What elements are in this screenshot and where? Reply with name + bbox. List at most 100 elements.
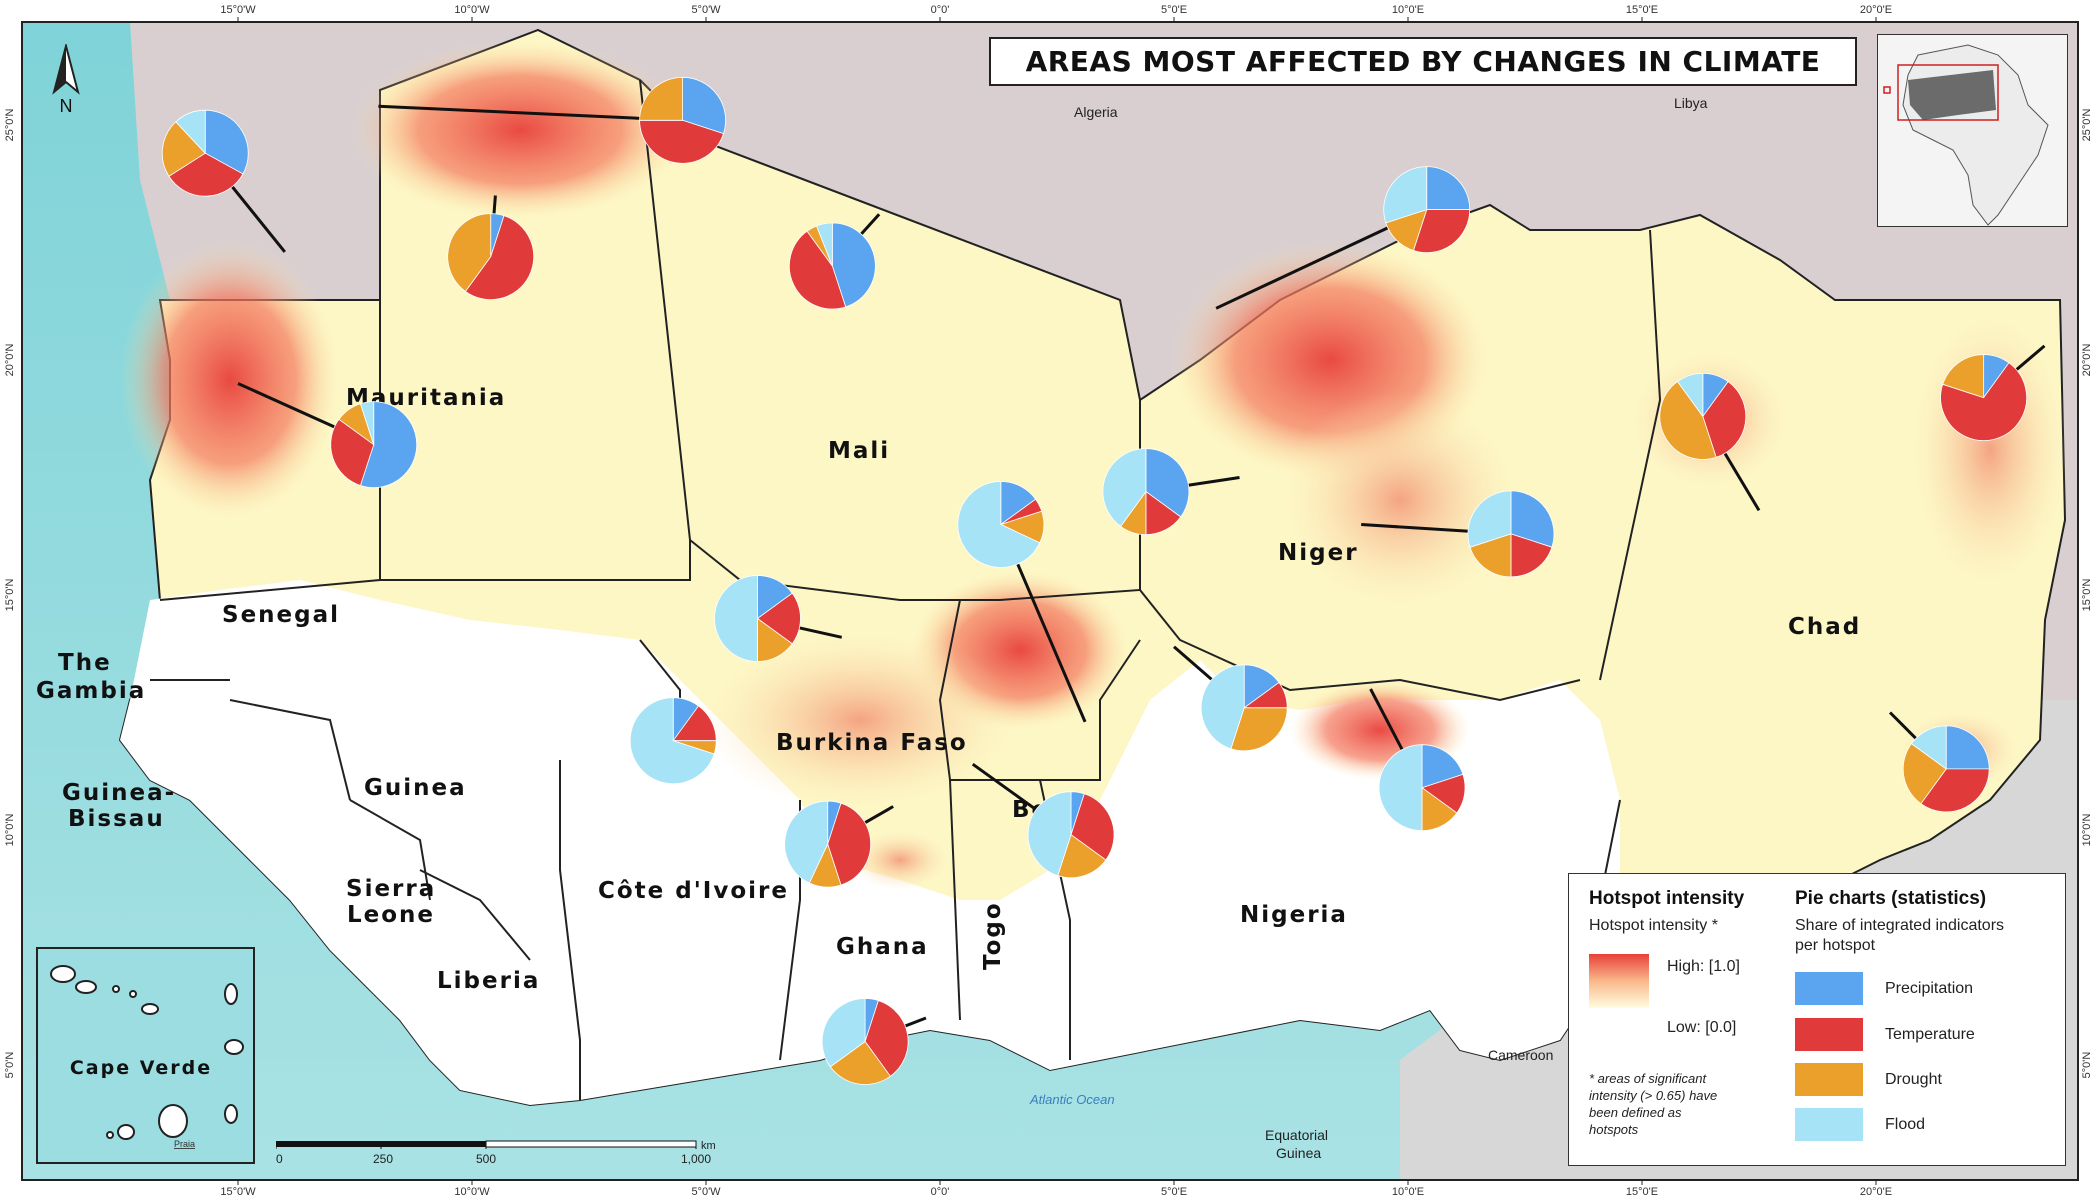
legend-panel: Hotspot intensity Hotspot intensity * Hi… [1568,873,2066,1166]
label-gambia-1: The [58,650,112,676]
cape-verde-marker [1883,86,1891,94]
label-equatorial-guinea-2: Guinea [1276,1145,1321,1161]
legend-swatch-drought [1795,1063,1863,1096]
lon-label-bottom: 10°0'E [1392,1186,1424,1198]
hotspot-pie [1902,725,1990,813]
legend-intensity-ramp [1589,954,1649,1008]
lat-label-left: 20°0'N [4,344,16,377]
pie-slice-flood [1467,490,1512,548]
pie-slice-temperature [464,215,535,300]
pie-slice-flood [1910,725,1947,770]
pie-slice-flood [957,481,1041,568]
pie-slice-drought [1469,533,1512,578]
pie-slice-precipitation [1510,490,1555,548]
lat-label-right: 10°0'N [2081,814,2093,847]
hotspot-pie [161,109,249,197]
pie-slice-drought [447,213,492,292]
hotspot-pie [330,401,418,488]
legend-swatch-precipitation [1795,972,1863,1005]
hotspot-pie [1467,490,1555,578]
pie-slice-temperature [1412,209,1471,253]
lat-label-right: 25°0'N [2081,109,2093,142]
pie-slice-drought [1230,707,1288,752]
label-libya: Libya [1674,95,1708,111]
label-guinea-bissau-2: Bissau [68,806,165,832]
graticule-left: 25°0'N 20°0'N 15°0'N 10°0'N 5°0'N [4,109,16,1079]
label-algeria: Algeria [1074,104,1118,120]
lon-label-bottom: 5°0'E [1161,1186,1187,1198]
pie-slice-drought [1057,834,1107,879]
label-sierra-leone-1: Sierra [346,876,436,902]
pie-slice-temperature [788,230,847,310]
legend-high: High: [1.0] [1667,958,1740,975]
lon-label-bottom: 15°0'E [1626,1186,1658,1198]
legend-pie-subtitle-2: per hotspot [1795,937,1876,954]
hotspot-pie [788,222,876,310]
label-burkina-faso: Burkina Faso [776,730,968,756]
lon-label-bottom: 20°0'E [1860,1186,1892,1198]
legend-label-flood: Flood [1885,1116,1926,1133]
pie-slice-flood [784,800,829,884]
pie-slice-temperature [1510,533,1553,578]
scale-bar: 0 250 500 1,000 km [276,1140,716,1166]
cape-verde-inset: Cape Verde Praia [36,947,255,1164]
label-senegal: Senegal [222,602,340,628]
map-title: AREAS MOST AFFECTED BY CHANGES IN CLIMAT… [1025,45,1821,78]
pie-slice-precipitation [1421,744,1464,789]
pie-slice-drought [1942,354,1985,399]
legend-low: Low: [0.0] [1667,1019,1737,1036]
pie-slice-drought [1659,381,1717,460]
lon-label-top: 5°0'W [691,4,721,16]
legend-pie-subtitle-1: Share of integrated indicators [1795,917,2005,934]
pie-slice-precipitation [359,401,418,488]
pie-slice-flood [816,222,833,267]
africa-west-region [1908,70,1996,120]
label-praia: Praia [174,1139,195,1149]
pie-slice-precipitation [204,109,249,175]
graticule-top: 15°0'W 10°0'W 5°0'W 0°0' 5°0'E 10°0'E 15°0'E 20… [220,4,1892,22]
pie-slice-flood [821,998,866,1068]
label-mali: Mali [828,438,890,464]
label-atlantic-ocean: Atlantic Ocean [1029,1092,1115,1107]
legend-swatch-flood [1795,1108,1863,1141]
legend-label-drought: Drought [1885,1071,1942,1088]
legend-intensity-title: Hotspot intensity [1589,888,1745,909]
pie-slice-flood [1102,448,1147,527]
label-cape-verde: Cape Verde [70,1057,212,1079]
lon-label-top: 15°0'E [1626,4,1658,16]
pie-slice-precipitation [831,222,876,308]
pie-slice-temperature [864,1000,909,1077]
lat-label-left: 25°0'N [4,109,16,142]
label-gambia-2: Gambia [36,678,146,704]
pie-slice-flood [1383,166,1428,224]
pie-slice-temperature [756,592,801,645]
pie-slice-flood [629,697,715,785]
legend-intensity-subtitle: Hotspot intensity * [1589,917,1718,934]
lat-label-right: 5°0'N [2081,1052,2093,1079]
lon-label-top: 20°0'E [1860,4,1892,16]
pie-slice-flood [1027,791,1072,877]
hotspot-pie [957,481,1045,568]
pie-slice-precipitation [1945,725,1990,770]
legend-label-temperature: Temperature [1885,1026,1975,1043]
lat-label-left: 10°0'N [4,814,16,847]
pie-slice-flood [359,401,375,445]
hotspot-intensity-layer [120,40,2070,890]
north-arrow-icon: N [52,44,80,116]
hotspot-pie [1383,166,1471,253]
graticule-bottom: 15°0'W 10°0'W 5°0'W 0°0' 5°0'E 10°0'E 15°0'E 20… [220,1180,1892,1198]
lon-label-bottom: 10°0'W [454,1186,490,1198]
lat-label-left: 15°0'N [4,579,16,612]
legend-swatch-temperature [1795,1018,1863,1051]
legend-note-4: hotspots [1589,1122,1639,1137]
scale-tick-250: 250 [373,1152,393,1166]
legend-note-2: intensity (> 0.65) have [1589,1088,1718,1103]
lon-label-bottom: 5°0'W [691,1186,721,1198]
pie-leader-line [378,104,683,122]
pie-slice-temperature [1070,793,1115,861]
graticule-right: 25°0'N 20°0'N 15°0'N 10°0'N 5°0'N [2081,109,2093,1079]
lat-label-left: 5°0'N [4,1052,16,1079]
map-title-box: AREAS MOST AFFECTED BY CHANGES IN CLIMAT… [989,37,1857,86]
